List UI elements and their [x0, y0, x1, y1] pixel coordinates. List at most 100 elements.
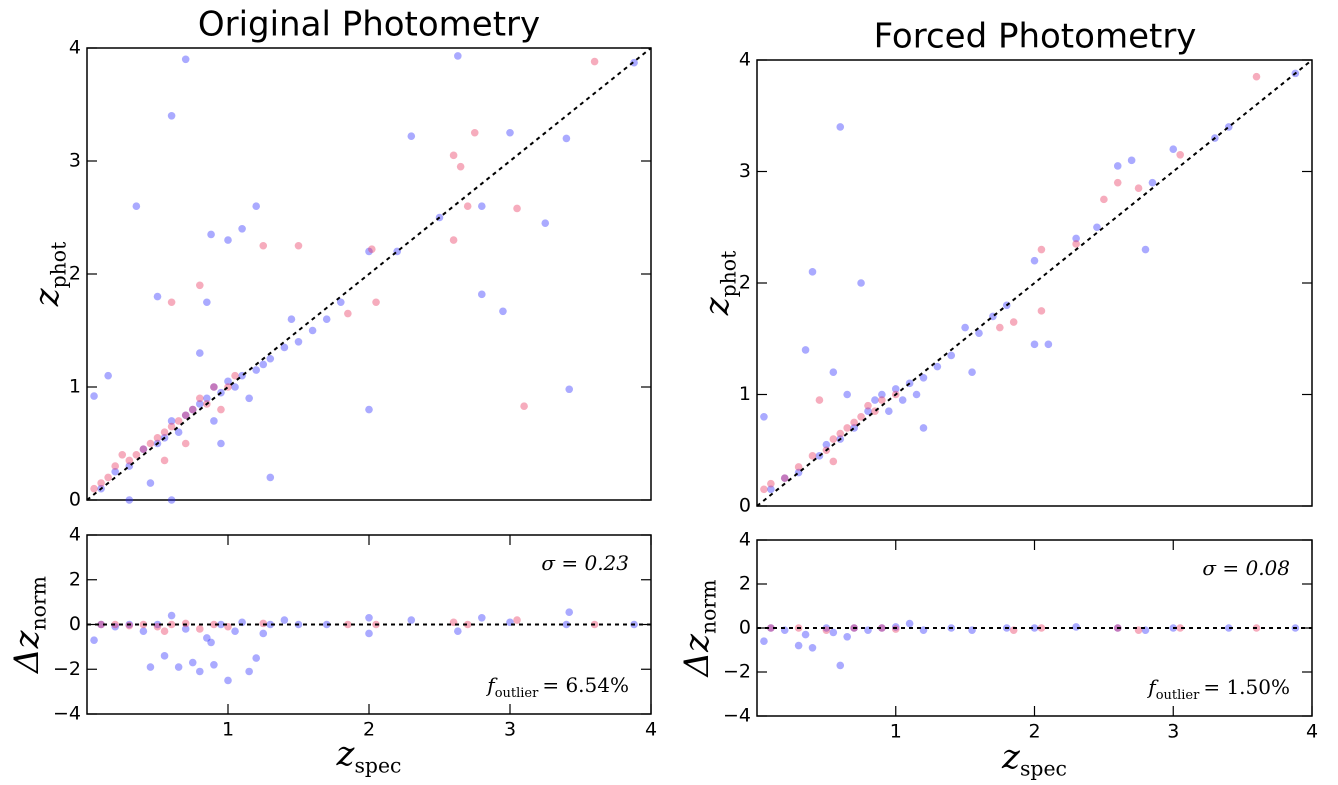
- point: [836, 661, 845, 670]
- point: [181, 619, 190, 628]
- point: [97, 620, 105, 629]
- point: [513, 616, 521, 624]
- point: [1169, 145, 1178, 153]
- point: [898, 396, 907, 404]
- point: [815, 396, 824, 404]
- point: [118, 451, 127, 459]
- point: [210, 417, 218, 425]
- point: [196, 394, 204, 403]
- point: [224, 676, 232, 685]
- point: [203, 298, 211, 307]
- point: [836, 123, 845, 131]
- point: [1127, 156, 1136, 165]
- y-tick-label: 0: [69, 489, 81, 511]
- point: [167, 496, 176, 504]
- point: [760, 413, 768, 421]
- point: [961, 323, 969, 332]
- point: [843, 633, 851, 641]
- point: [160, 428, 169, 437]
- identity-line: [756, 59, 1313, 507]
- point: [857, 413, 865, 421]
- point: [97, 620, 105, 629]
- label-main: Δz: [677, 633, 717, 679]
- annotation-rest: = 1.50%: [1203, 675, 1290, 699]
- point: [196, 349, 204, 357]
- point: [885, 407, 893, 416]
- point: [843, 424, 851, 432]
- label-main: z: [336, 734, 356, 774]
- annotation: σ = 0.23: [541, 551, 629, 575]
- point: [217, 439, 225, 448]
- annotation: σ = 0.08: [1202, 556, 1290, 580]
- point: [864, 407, 872, 416]
- point: [125, 456, 134, 465]
- point: [1134, 184, 1143, 193]
- x-tick-label: 3: [504, 719, 516, 741]
- point: [780, 474, 789, 482]
- point: [344, 309, 352, 318]
- point: [139, 627, 148, 636]
- point: [252, 366, 260, 374]
- point: [463, 202, 472, 210]
- point: [153, 434, 162, 442]
- point: [125, 496, 134, 504]
- annotation-sub: outlier: [1156, 688, 1200, 703]
- point: [238, 225, 246, 233]
- point: [203, 394, 211, 403]
- point: [767, 479, 775, 488]
- point: [266, 354, 275, 363]
- y-tick-label: −2: [723, 661, 751, 683]
- point: [294, 241, 303, 250]
- point: [878, 624, 886, 632]
- point: [499, 307, 507, 316]
- point: [207, 230, 215, 239]
- point: [231, 383, 239, 391]
- point: [829, 368, 838, 377]
- point: [224, 377, 232, 386]
- point: [1072, 240, 1080, 248]
- point: [252, 202, 260, 210]
- point: [836, 429, 845, 438]
- point: [520, 402, 528, 411]
- y-tick-label: −2: [53, 658, 81, 680]
- y-tick-label: −4: [53, 703, 81, 725]
- point: [196, 400, 204, 408]
- point: [181, 55, 190, 64]
- point: [454, 52, 462, 60]
- point: [97, 479, 105, 487]
- point: [1072, 234, 1080, 243]
- y-tick-label: 2: [739, 272, 751, 294]
- point: [1037, 307, 1046, 315]
- point: [266, 620, 275, 629]
- point: [174, 663, 183, 671]
- point: [822, 624, 831, 632]
- point: [146, 663, 155, 671]
- point: [132, 202, 141, 210]
- point: [181, 439, 190, 448]
- point: [181, 411, 190, 420]
- point: [111, 462, 119, 470]
- point: [245, 394, 253, 403]
- point: [975, 329, 983, 337]
- point: [207, 638, 215, 647]
- label-main: Δz: [7, 629, 47, 675]
- point: [1148, 178, 1157, 187]
- point: [562, 134, 571, 143]
- annotation-sub: outlier: [495, 686, 539, 701]
- point: [513, 204, 521, 213]
- label-sub: spec: [1020, 756, 1067, 780]
- point: [449, 151, 458, 160]
- point: [188, 658, 197, 667]
- point: [470, 128, 479, 137]
- y-tick-label: 4: [69, 37, 81, 59]
- x-tick-label: 2: [1028, 721, 1040, 743]
- point: [1113, 178, 1122, 187]
- point: [1252, 72, 1261, 81]
- annotation-text: σ = 0.08: [1202, 556, 1290, 580]
- point: [365, 629, 373, 638]
- point: [506, 128, 514, 137]
- point: [368, 245, 376, 253]
- point: [365, 405, 373, 414]
- point: [905, 619, 914, 628]
- point: [322, 315, 331, 324]
